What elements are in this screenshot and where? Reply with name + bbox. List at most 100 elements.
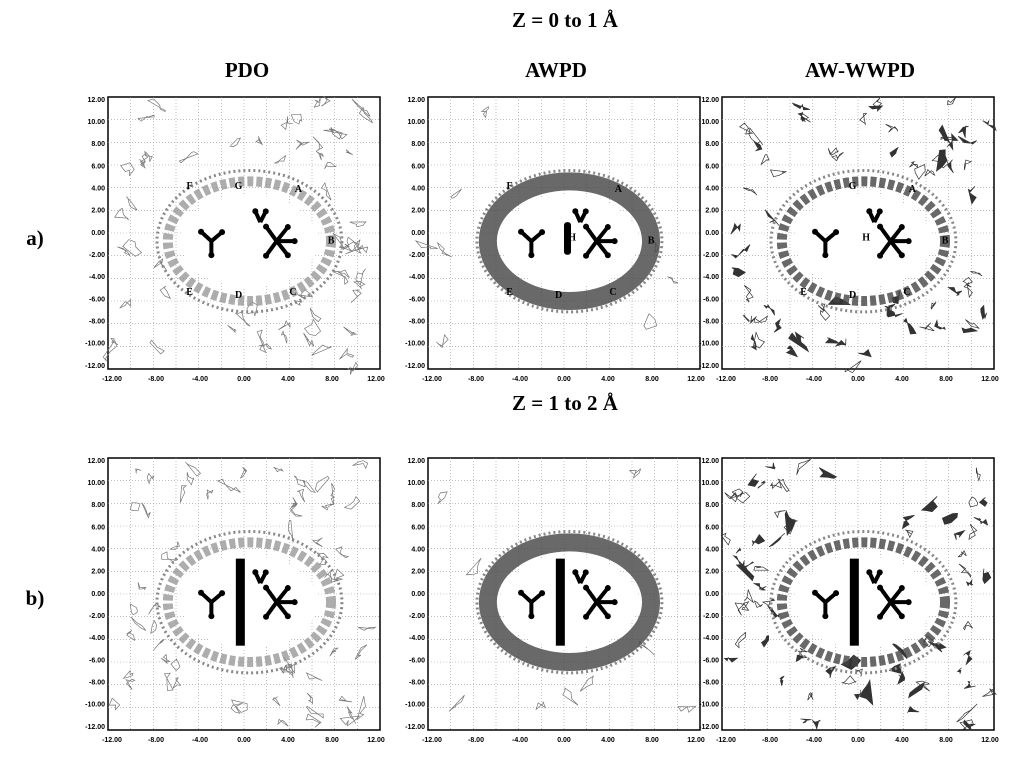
x-tick-label: 0.00 bbox=[851, 376, 865, 383]
x-tick-label: -4.00 bbox=[806, 376, 822, 383]
x-tick-label: -12.00 bbox=[716, 376, 736, 383]
y-tick-label: 10.00 bbox=[87, 119, 105, 126]
x-tick-label: 0.00 bbox=[557, 376, 571, 383]
x-tick-label: 0.00 bbox=[557, 737, 571, 744]
x-tick-label: 12.00 bbox=[687, 376, 705, 383]
y-tick-label: -4.00 bbox=[89, 274, 105, 281]
atom bbox=[518, 229, 524, 235]
density-bar bbox=[236, 559, 245, 646]
y-tick-label: -2.00 bbox=[409, 252, 425, 259]
site-label: E bbox=[800, 287, 807, 298]
y-tick-label: -12.00 bbox=[405, 363, 425, 370]
atom bbox=[263, 614, 269, 620]
y-tick-label: 2.00 bbox=[91, 208, 105, 215]
y-tick-label: -8.00 bbox=[409, 680, 425, 687]
y-tick-label: 6.00 bbox=[411, 524, 425, 531]
x-tick-label: 4.00 bbox=[281, 737, 295, 744]
site-label: C bbox=[289, 287, 296, 298]
y-tick-label: -4.00 bbox=[703, 635, 719, 642]
y-tick-label: -4.00 bbox=[703, 274, 719, 281]
x-tick-label: -12.00 bbox=[716, 737, 736, 744]
site-label: D bbox=[849, 290, 856, 301]
x-tick-label: -12.00 bbox=[422, 376, 442, 383]
y-tick-label: -4.00 bbox=[409, 635, 425, 642]
atom bbox=[822, 613, 828, 619]
atom bbox=[285, 224, 291, 230]
y-tick-label: -8.00 bbox=[409, 319, 425, 326]
y-tick-label: -6.00 bbox=[703, 296, 719, 303]
density-bar bbox=[850, 559, 859, 646]
y-tick-label: 2.00 bbox=[411, 569, 425, 576]
y-tick-label: 12.00 bbox=[701, 458, 719, 465]
panel: 12.0010.008.006.004.002.000.00-2.00-4.00… bbox=[405, 458, 705, 744]
y-tick-label: 12.00 bbox=[87, 458, 105, 465]
atom bbox=[539, 229, 545, 235]
atom bbox=[583, 569, 589, 575]
atom bbox=[822, 252, 828, 258]
site-label: G bbox=[849, 181, 857, 192]
y-tick-label: 10.00 bbox=[701, 480, 719, 487]
x-tick-label: -12.00 bbox=[422, 737, 442, 744]
y-tick-label: -8.00 bbox=[703, 680, 719, 687]
x-tick-label: -4.00 bbox=[512, 376, 528, 383]
atom bbox=[219, 229, 225, 235]
atom bbox=[899, 224, 905, 230]
y-tick-label: 12.00 bbox=[407, 97, 425, 104]
atom bbox=[605, 585, 611, 591]
atom bbox=[612, 599, 618, 605]
y-tick-label: -4.00 bbox=[89, 635, 105, 642]
column-header: AWPD bbox=[525, 58, 587, 82]
site-label: C bbox=[903, 287, 910, 298]
site-label: D bbox=[555, 290, 562, 301]
site-label: H bbox=[568, 233, 576, 244]
y-tick-label: 6.00 bbox=[705, 163, 719, 170]
y-tick-label: 8.00 bbox=[705, 502, 719, 509]
atom bbox=[252, 569, 258, 575]
y-tick-label: 8.00 bbox=[705, 141, 719, 148]
y-tick-label: 2.00 bbox=[705, 569, 719, 576]
x-tick-label: 8.00 bbox=[645, 737, 659, 744]
y-tick-label: 4.00 bbox=[91, 547, 105, 554]
atom bbox=[263, 224, 269, 230]
site-label: H bbox=[862, 233, 870, 244]
y-tick-label: -6.00 bbox=[89, 657, 105, 664]
atom bbox=[583, 614, 589, 620]
atom bbox=[292, 599, 298, 605]
y-tick-label: 0.00 bbox=[411, 591, 425, 598]
y-tick-label: 10.00 bbox=[87, 480, 105, 487]
y-tick-label: 8.00 bbox=[411, 502, 425, 509]
atom bbox=[877, 208, 883, 214]
atom bbox=[877, 569, 883, 575]
site-label: E bbox=[506, 287, 513, 298]
atom bbox=[263, 208, 269, 214]
atom bbox=[583, 224, 589, 230]
atom bbox=[539, 590, 545, 596]
atom bbox=[833, 590, 839, 596]
y-tick-label: -10.00 bbox=[85, 702, 105, 709]
y-tick-label: 0.00 bbox=[705, 230, 719, 237]
atom bbox=[583, 253, 589, 259]
atom bbox=[252, 208, 258, 214]
title-top: Z = 0 to 1 Å bbox=[512, 8, 619, 32]
x-tick-label: -4.00 bbox=[192, 737, 208, 744]
x-tick-label: 12.00 bbox=[367, 376, 385, 383]
x-tick-label: 0.00 bbox=[851, 737, 865, 744]
atom bbox=[572, 208, 578, 214]
y-tick-label: 6.00 bbox=[91, 163, 105, 170]
y-tick-label: 4.00 bbox=[91, 186, 105, 193]
atom bbox=[877, 224, 883, 230]
atom bbox=[605, 252, 611, 258]
y-tick-label: 10.00 bbox=[701, 119, 719, 126]
row-label: a) bbox=[26, 226, 44, 250]
y-tick-label: 8.00 bbox=[411, 141, 425, 148]
y-tick-label: 0.00 bbox=[705, 591, 719, 598]
y-tick-label: -10.00 bbox=[405, 341, 425, 348]
site-label: D bbox=[235, 290, 242, 301]
y-tick-label: 0.00 bbox=[91, 230, 105, 237]
atom bbox=[285, 252, 291, 258]
atom bbox=[285, 585, 291, 591]
site-label: B bbox=[648, 235, 655, 246]
